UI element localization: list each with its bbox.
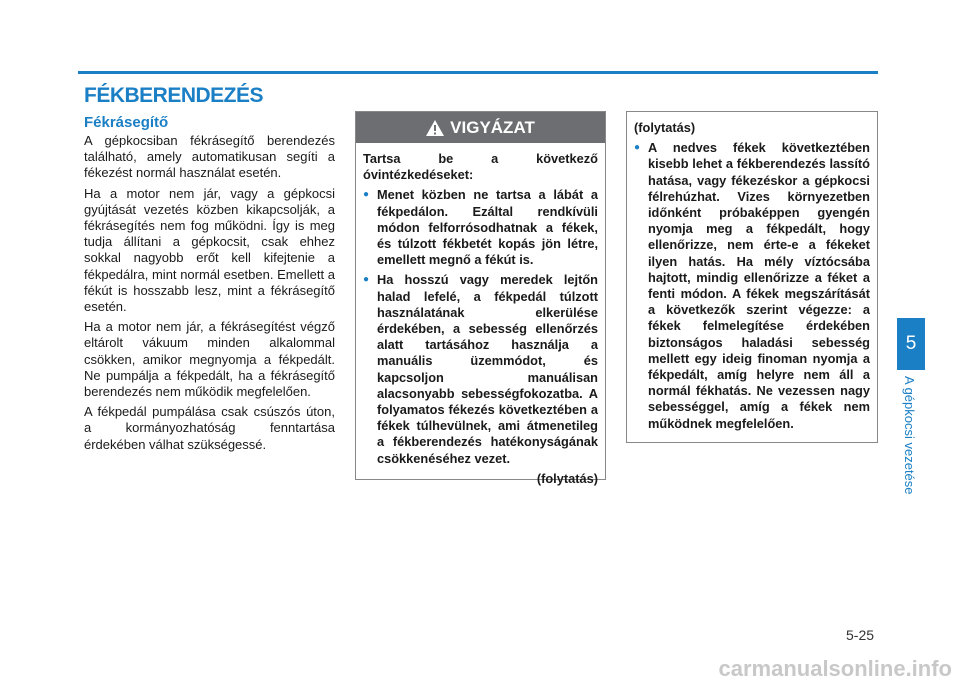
top-rule: [78, 71, 878, 74]
title: FÉKBERENDEZÉS: [84, 84, 264, 107]
warning-header: VIGYÁZAT: [356, 112, 605, 143]
bullet: Ha hosszú vagy meredek lejtőn halad lefe…: [363, 272, 598, 466]
paragraph: A gépkocsiban fékrásegítő berendezés tal…: [84, 133, 335, 181]
chapter-label: A gépkocsi vezetése: [902, 376, 917, 495]
heading: Fékrásegítő: [84, 114, 169, 131]
warning-box: VIGYÁZAT Tartsa be a következő óvintézke…: [355, 111, 606, 486]
bullet: A nedves fékek következtében kisebb lehe…: [634, 140, 870, 432]
continuation-list: A nedves fékek következtében kisebb lehe…: [634, 140, 870, 432]
left-column: A gépkocsiban fékrásegítő berendezés tal…: [84, 133, 335, 457]
warning-icon: [426, 119, 445, 136]
continuation-box: (folytatás) A nedves fékek következtében…: [626, 111, 878, 443]
chapter-tab: 5: [897, 318, 925, 370]
page-number: 5-25: [846, 627, 875, 643]
warning-title: VIGYÁZAT: [450, 117, 535, 137]
watermark: carmanualsonline.info: [718, 656, 953, 681]
paragraph: A fékpedál pumpálása csak csúszós úton, …: [84, 404, 335, 452]
continuation-header: (folytatás): [634, 120, 696, 135]
bullet: Menet közben ne tartsa a lábát a fékpedá…: [363, 187, 598, 268]
warning-list: Menet közben ne tartsa a lábát a fékpedá…: [363, 187, 598, 466]
paragraph: Ha a motor nem jár, vagy a gépkocsi gyúj…: [84, 185, 335, 315]
continued: (folytatás): [536, 470, 598, 486]
warning-intro: Tartsa be a következő óvintézkedéseket:: [363, 151, 598, 183]
paragraph: Ha a motor nem jár, a fékrásegítést végz…: [84, 319, 335, 400]
warning-body: Tartsa be a következő óvintézkedéseket: …: [356, 143, 605, 487]
continuation-body: (folytatás) A nedves fékek következtében…: [627, 112, 877, 432]
